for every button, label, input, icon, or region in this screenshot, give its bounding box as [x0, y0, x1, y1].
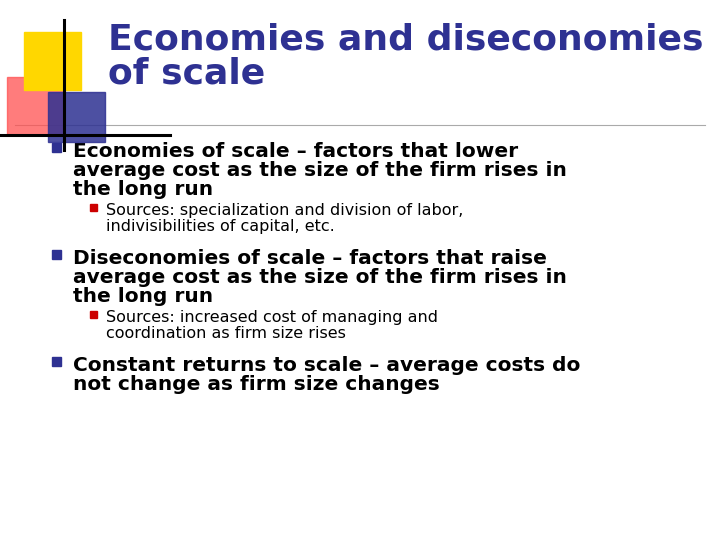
Text: Constant returns to scale – average costs do: Constant returns to scale – average cost…	[73, 356, 580, 375]
Text: the long run: the long run	[73, 180, 213, 199]
Text: Economies and diseconomies: Economies and diseconomies	[108, 22, 703, 56]
Text: indivisibilities of capital, etc.: indivisibilities of capital, etc.	[106, 219, 335, 234]
Bar	[90, 204, 97, 211]
Bar	[7, 77, 64, 135]
Text: average cost as the size of the firm rises in: average cost as the size of the firm ris…	[73, 268, 567, 287]
Text: of scale: of scale	[108, 57, 265, 91]
Bar	[90, 311, 97, 318]
Text: the long run: the long run	[73, 287, 213, 306]
Text: coordination as firm size rises: coordination as firm size rises	[106, 326, 346, 341]
Bar	[52, 357, 61, 366]
Text: average cost as the size of the firm rises in: average cost as the size of the firm ris…	[73, 161, 567, 180]
Text: Sources: specialization and division of labor,: Sources: specialization and division of …	[106, 203, 464, 218]
Bar	[52, 250, 61, 259]
Bar	[24, 32, 81, 90]
Text: Economies of scale – factors that lower: Economies of scale – factors that lower	[73, 142, 518, 161]
Text: Diseconomies of scale – factors that raise: Diseconomies of scale – factors that rai…	[73, 249, 547, 268]
Bar	[48, 92, 105, 142]
Bar	[52, 143, 61, 152]
Text: Sources: increased cost of managing and: Sources: increased cost of managing and	[106, 310, 438, 325]
Text: not change as firm size changes: not change as firm size changes	[73, 375, 440, 394]
